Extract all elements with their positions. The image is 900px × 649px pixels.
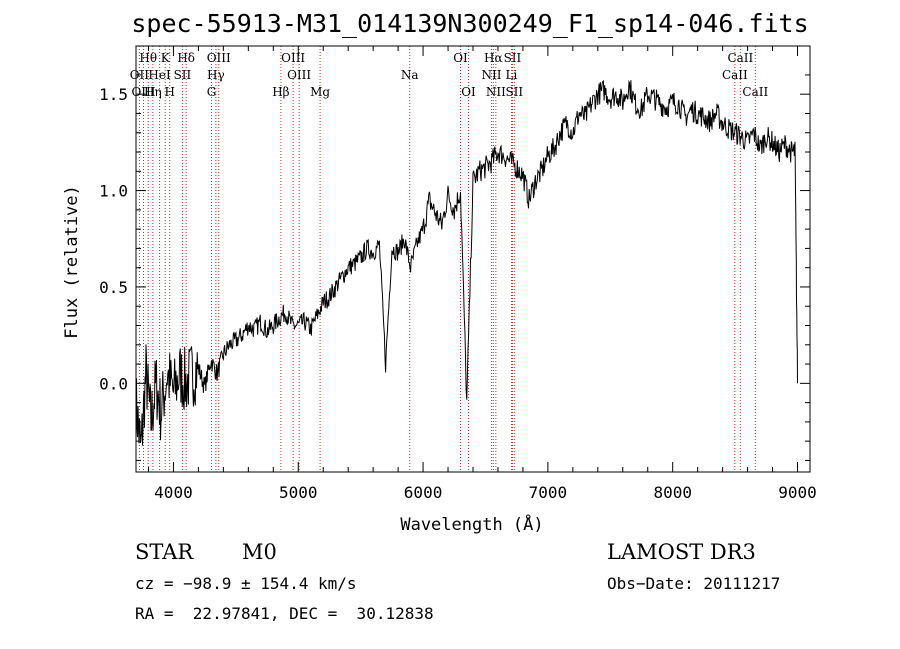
subclass: M0 xyxy=(242,540,277,564)
y-tick-label-1: 0.5 xyxy=(99,278,128,297)
obs-date: Obs−Date: 20111217 xyxy=(607,574,781,593)
line-label-1-4: OIII xyxy=(287,68,311,82)
line-label-2-8: SII xyxy=(505,85,523,99)
line-label-2-4: Hβ xyxy=(272,85,289,99)
line-label-2-9: CaII xyxy=(742,85,768,99)
line-label-2-0: OIII xyxy=(131,85,155,99)
y-tick-label-0: 0.0 xyxy=(99,374,128,393)
line-label-1-0: OII xyxy=(130,68,150,82)
survey-name: LAMOST DR3 xyxy=(607,540,756,564)
line-label-0-8: CaII xyxy=(727,51,753,65)
line-label-0-1: K xyxy=(161,51,171,65)
line-label-1-1: HeI xyxy=(148,68,171,82)
x-tick-label-1: 5000 xyxy=(279,483,318,502)
line-label-0-0: Hθ xyxy=(139,51,157,65)
line-label-2-6: OI xyxy=(461,85,476,99)
chart-title: spec-55913-M31_014139N300249_F1_sp14-046… xyxy=(131,9,808,38)
line-label-1-3: Hγ xyxy=(207,68,225,82)
line-label-1-6: NII xyxy=(481,68,501,82)
y-tick-label-3: 1.5 xyxy=(99,85,128,104)
plot-frame xyxy=(135,45,811,473)
y-tick-label-2: 1.0 xyxy=(99,182,128,201)
line-label-2-7: NII xyxy=(486,85,506,99)
x-axis-label: Wavelength (Å) xyxy=(400,513,543,535)
line-label-2-1: Hη xyxy=(144,85,162,99)
line-label-1-8: CaII xyxy=(722,68,748,82)
line-label-2-5: Mg xyxy=(310,85,330,99)
line-label-0-6: Hα xyxy=(484,51,503,65)
line-label-0-3: OIII xyxy=(207,51,231,65)
line-label-0-7: SII xyxy=(504,51,522,65)
line-label-1-7: Li xyxy=(506,68,518,82)
line-label-2-3: G xyxy=(207,85,217,99)
x-tick-label-5: 9000 xyxy=(778,483,817,502)
x-tick-label-2: 6000 xyxy=(404,483,443,502)
x-tick-label-0: 4000 xyxy=(154,483,193,502)
line-label-2-2: H xyxy=(164,85,174,99)
line-label-0-5: OI xyxy=(453,51,468,65)
x-tick-label-3: 7000 xyxy=(529,483,568,502)
spectrum-series xyxy=(135,79,798,446)
spectrum-line xyxy=(135,79,798,446)
x-tick-label-4: 8000 xyxy=(653,483,692,502)
line-label-1-2: SII xyxy=(174,68,192,82)
line-label-0-4: OIII xyxy=(281,51,305,65)
redshift-cz: cz = −98.9 ± 154.4 km/s xyxy=(135,574,357,593)
line-label-0-2: Hδ xyxy=(177,51,195,65)
object-type: STAR xyxy=(135,540,194,564)
line-label-1-5: Na xyxy=(401,68,419,82)
coordinates: RA = 22.97841, DEC = 30.12838 xyxy=(135,604,434,623)
line-markers xyxy=(138,46,756,472)
axes: 4000 5000 6000 7000 8000 9000 0.0 0.5 1.0 1.5 xyxy=(99,45,817,502)
y-axis-label: Flux (relative) xyxy=(62,185,82,339)
